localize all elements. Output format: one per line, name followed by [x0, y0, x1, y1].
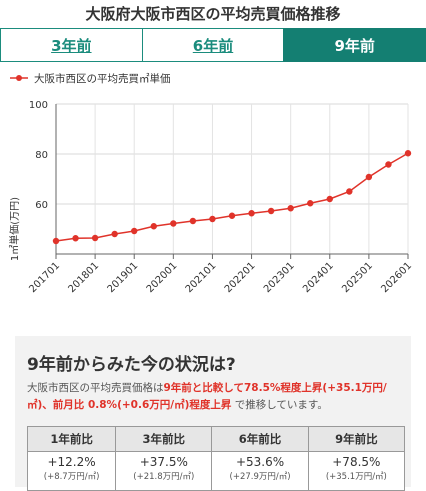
data-point — [248, 210, 255, 217]
summary-text-2: で推移しています。 — [231, 399, 328, 411]
data-point — [72, 235, 79, 242]
data-point — [131, 227, 138, 235]
x-tick-label: 202401 — [301, 260, 336, 295]
data-point — [365, 173, 373, 181]
table-header: 3年前比 — [115, 426, 213, 452]
change-percent: +53.6% — [235, 455, 285, 469]
x-tick-label: 202601 — [379, 260, 414, 295]
legend-marker — [16, 75, 22, 81]
table-header: 6年前比 — [211, 426, 309, 452]
x-tick-label: 201701 — [27, 260, 62, 295]
data-point — [111, 230, 118, 238]
table-row: +12.2% (+8.7万円/㎡) +37.5% (+21.8万円/㎡) +53.6… — [26, 451, 406, 491]
y-tick-label: 100 — [29, 100, 48, 111]
table-cell: +78.5% (+35.1万円/㎡) — [307, 451, 406, 491]
summary-panel: 9年前からみた今の状況は? 大阪市西区の平均売買価格は9年前と比較して78.5%… — [15, 336, 411, 491]
summary-highlight: 9年前と比較して78.5%程度上昇(+35.1万円/㎡)、前月比 0.8%(+0… — [27, 382, 387, 411]
legend-label: 大阪市西区の平均売買㎡単価 — [34, 72, 171, 85]
x-tick-label: 202001 — [145, 260, 180, 295]
data-point — [404, 150, 412, 157]
change-percent: +78.5% — [332, 455, 381, 469]
y-axis-label: 1㎡単価(万円) — [8, 197, 21, 261]
data-point — [385, 161, 392, 168]
change-percent: +37.5% — [139, 455, 188, 469]
period-tabs: 3年前 6年前 9年前 — [0, 28, 426, 62]
data-point — [91, 234, 99, 242]
data-point — [170, 220, 177, 227]
data-point — [189, 217, 197, 225]
summary-text-1: 大阪市西区の平均売買価格は — [27, 382, 164, 394]
table-cell: +53.6% (+27.9万円/㎡) — [211, 451, 309, 491]
x-tick-label: 202301 — [262, 260, 297, 295]
summary-heading: 9年前からみた今の状況は? — [27, 355, 236, 375]
data-point — [228, 212, 236, 219]
tab-9-years[interactable]: 9年前 — [283, 28, 426, 62]
y-tick-label: 80 — [35, 150, 48, 161]
x-tick-label: 201801 — [66, 260, 101, 295]
table-cell: +12.2% (+8.7万円/㎡) — [26, 451, 117, 491]
change-amount: (+8.7万円/㎡) — [43, 472, 100, 482]
price-line-chart: 大阪市西区の平均売買㎡単価 1㎡単価(万円) 60 80 100 201701 2018… — [8, 72, 414, 295]
data-point — [287, 205, 294, 212]
table-header-row: 1年前比 3年前比 6年前比 9年前比 — [26, 426, 406, 452]
series-line — [55, 152, 409, 242]
table-header: 1年前比 — [26, 426, 117, 452]
summary-text: 大阪市西区の平均売買価格は9年前と比較して78.5%程度上昇(+35.1万円/㎡… — [27, 380, 405, 414]
page-title: 大阪府大阪市西区の平均売買価格推移 — [85, 5, 341, 23]
table-header: 9年前比 — [307, 426, 406, 452]
change-amount: (+27.9万円/㎡) — [229, 472, 291, 482]
change-percent: +12.2% — [47, 455, 96, 469]
tab-3-years[interactable]: 3年前 — [0, 28, 142, 62]
table-cell: +37.5% (+21.8万円/㎡) — [115, 451, 213, 491]
data-point — [346, 188, 353, 195]
chart-legend: 大阪市西区の平均売買㎡単価 — [10, 72, 171, 85]
y-tick-label: 60 — [35, 200, 48, 211]
data-point — [326, 195, 333, 203]
x-tick-label: 202101 — [184, 260, 219, 295]
tab-6-years[interactable]: 6年前 — [141, 28, 284, 62]
change-amount: (+35.1万円/㎡) — [325, 472, 387, 482]
comparison-table: 1年前比 3年前比 6年前比 9年前比 +12.2% (+8.7万円/㎡) +37… — [26, 426, 406, 491]
data-point — [307, 200, 314, 207]
x-tick-label: 202201 — [223, 260, 258, 295]
x-tick-label: 201901 — [106, 260, 141, 295]
data-point — [209, 215, 216, 223]
change-amount: (+21.8万円/㎡) — [133, 472, 195, 482]
data-point — [267, 207, 275, 215]
data-point — [150, 223, 157, 230]
x-tick-label: 202501 — [340, 260, 375, 295]
data-point — [52, 237, 60, 245]
